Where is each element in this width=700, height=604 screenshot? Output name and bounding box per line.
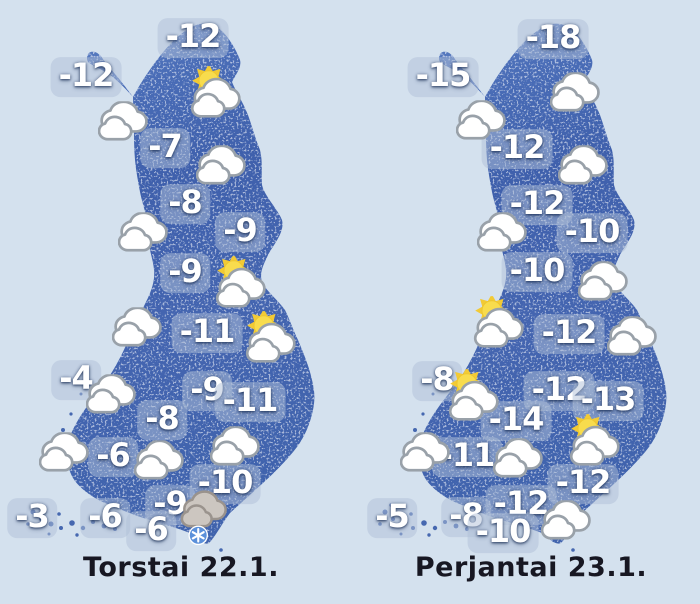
temperature-label: -9	[160, 252, 210, 293]
temperature-label: -12	[50, 56, 122, 97]
temperature-label: -7	[140, 127, 190, 168]
temperature-label: -12	[547, 463, 619, 504]
temperature-label: -13	[572, 380, 644, 421]
temperature-label: -6	[88, 436, 138, 477]
temperature-label: -11	[214, 381, 286, 422]
temperature-label: -3	[7, 497, 57, 538]
weather-icon-snow-cloud	[180, 490, 228, 546]
temperature-label: -15	[407, 56, 479, 97]
weather-icon-cloud	[456, 100, 506, 140]
temperature-label: -8	[160, 183, 210, 224]
weather-icon-cloud	[550, 72, 600, 112]
weather-icon-cloud	[196, 145, 246, 185]
temperature-label: -6	[126, 510, 176, 551]
weather-icon-cloud	[493, 438, 543, 478]
temperature-label: -8	[137, 399, 187, 440]
weather-icon-sun-cloud	[211, 256, 269, 308]
weather-icon-cloud	[558, 145, 608, 185]
weather-icon-cloud	[477, 212, 527, 252]
weather-icon-cloud	[578, 261, 628, 301]
temperature-label: -12	[533, 313, 605, 354]
weather-icon-sun-cloud	[241, 311, 299, 363]
weather-icon-cloud	[86, 374, 136, 414]
weather-icon-cloud	[39, 432, 89, 472]
forecast-day-title: Perjantai 23.1.	[414, 552, 648, 583]
marker-layer: -18 -15 -12 -12 -10 -10 -12 -8 -12 -13 -14 -11 -12 -5…	[350, 0, 700, 604]
temperature-label: -10	[501, 251, 573, 292]
weather-icon-sun-cloud	[444, 369, 502, 421]
weather-icon-cloud	[118, 212, 168, 252]
weather-icon-cloud	[541, 500, 591, 540]
temperature-label: -9	[215, 211, 265, 252]
temperature-label: -18	[517, 18, 589, 59]
temperature-label: -10	[467, 512, 539, 553]
temperature-label: -11	[171, 312, 243, 353]
forecast-day-title: Torstai 22.1.	[83, 552, 279, 583]
weather-icon-cloud	[400, 432, 450, 472]
forecast-panel-friday: -18 -15 -12 -12 -10 -10 -12 -8 -12 -13 -14 -11 -12 -5…	[350, 0, 700, 604]
temperature-label: -10	[556, 212, 628, 253]
forecast-panel-thursday: -12 -12 -7 -8 -9 -9 -11 -4 -9 -11 -8 -6 -10 -3 -6 -9 -6 …	[7, 17, 350, 583]
weather-icon-sun-cloud	[186, 66, 244, 118]
weather-icon-cloud	[134, 440, 184, 480]
weather-icon-sun-cloud	[565, 414, 623, 466]
temperature-label: -5	[367, 497, 417, 538]
weather-icon-cloud	[210, 426, 260, 466]
weather-icon-cloud	[112, 307, 162, 347]
temperature-label: -6	[80, 497, 130, 538]
weather-icon-cloud	[607, 316, 657, 356]
weather-icon-sun-cloud	[469, 296, 527, 348]
marker-layer: -12 -12 -7 -8 -9 -9 -11 -4 -9 -11 -8 -6 -10 -3 -6 -9 -6	[7, 17, 350, 551]
temperature-label: -8	[412, 360, 462, 401]
temperature-label: -12	[157, 17, 229, 58]
weather-icon-cloud	[98, 101, 148, 141]
temperature-label: -12	[481, 128, 553, 169]
